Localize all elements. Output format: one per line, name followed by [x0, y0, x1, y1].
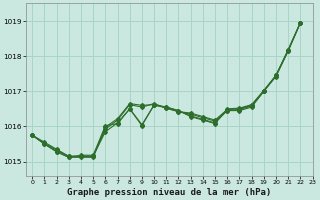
X-axis label: Graphe pression niveau de la mer (hPa): Graphe pression niveau de la mer (hPa) [67, 188, 271, 197]
